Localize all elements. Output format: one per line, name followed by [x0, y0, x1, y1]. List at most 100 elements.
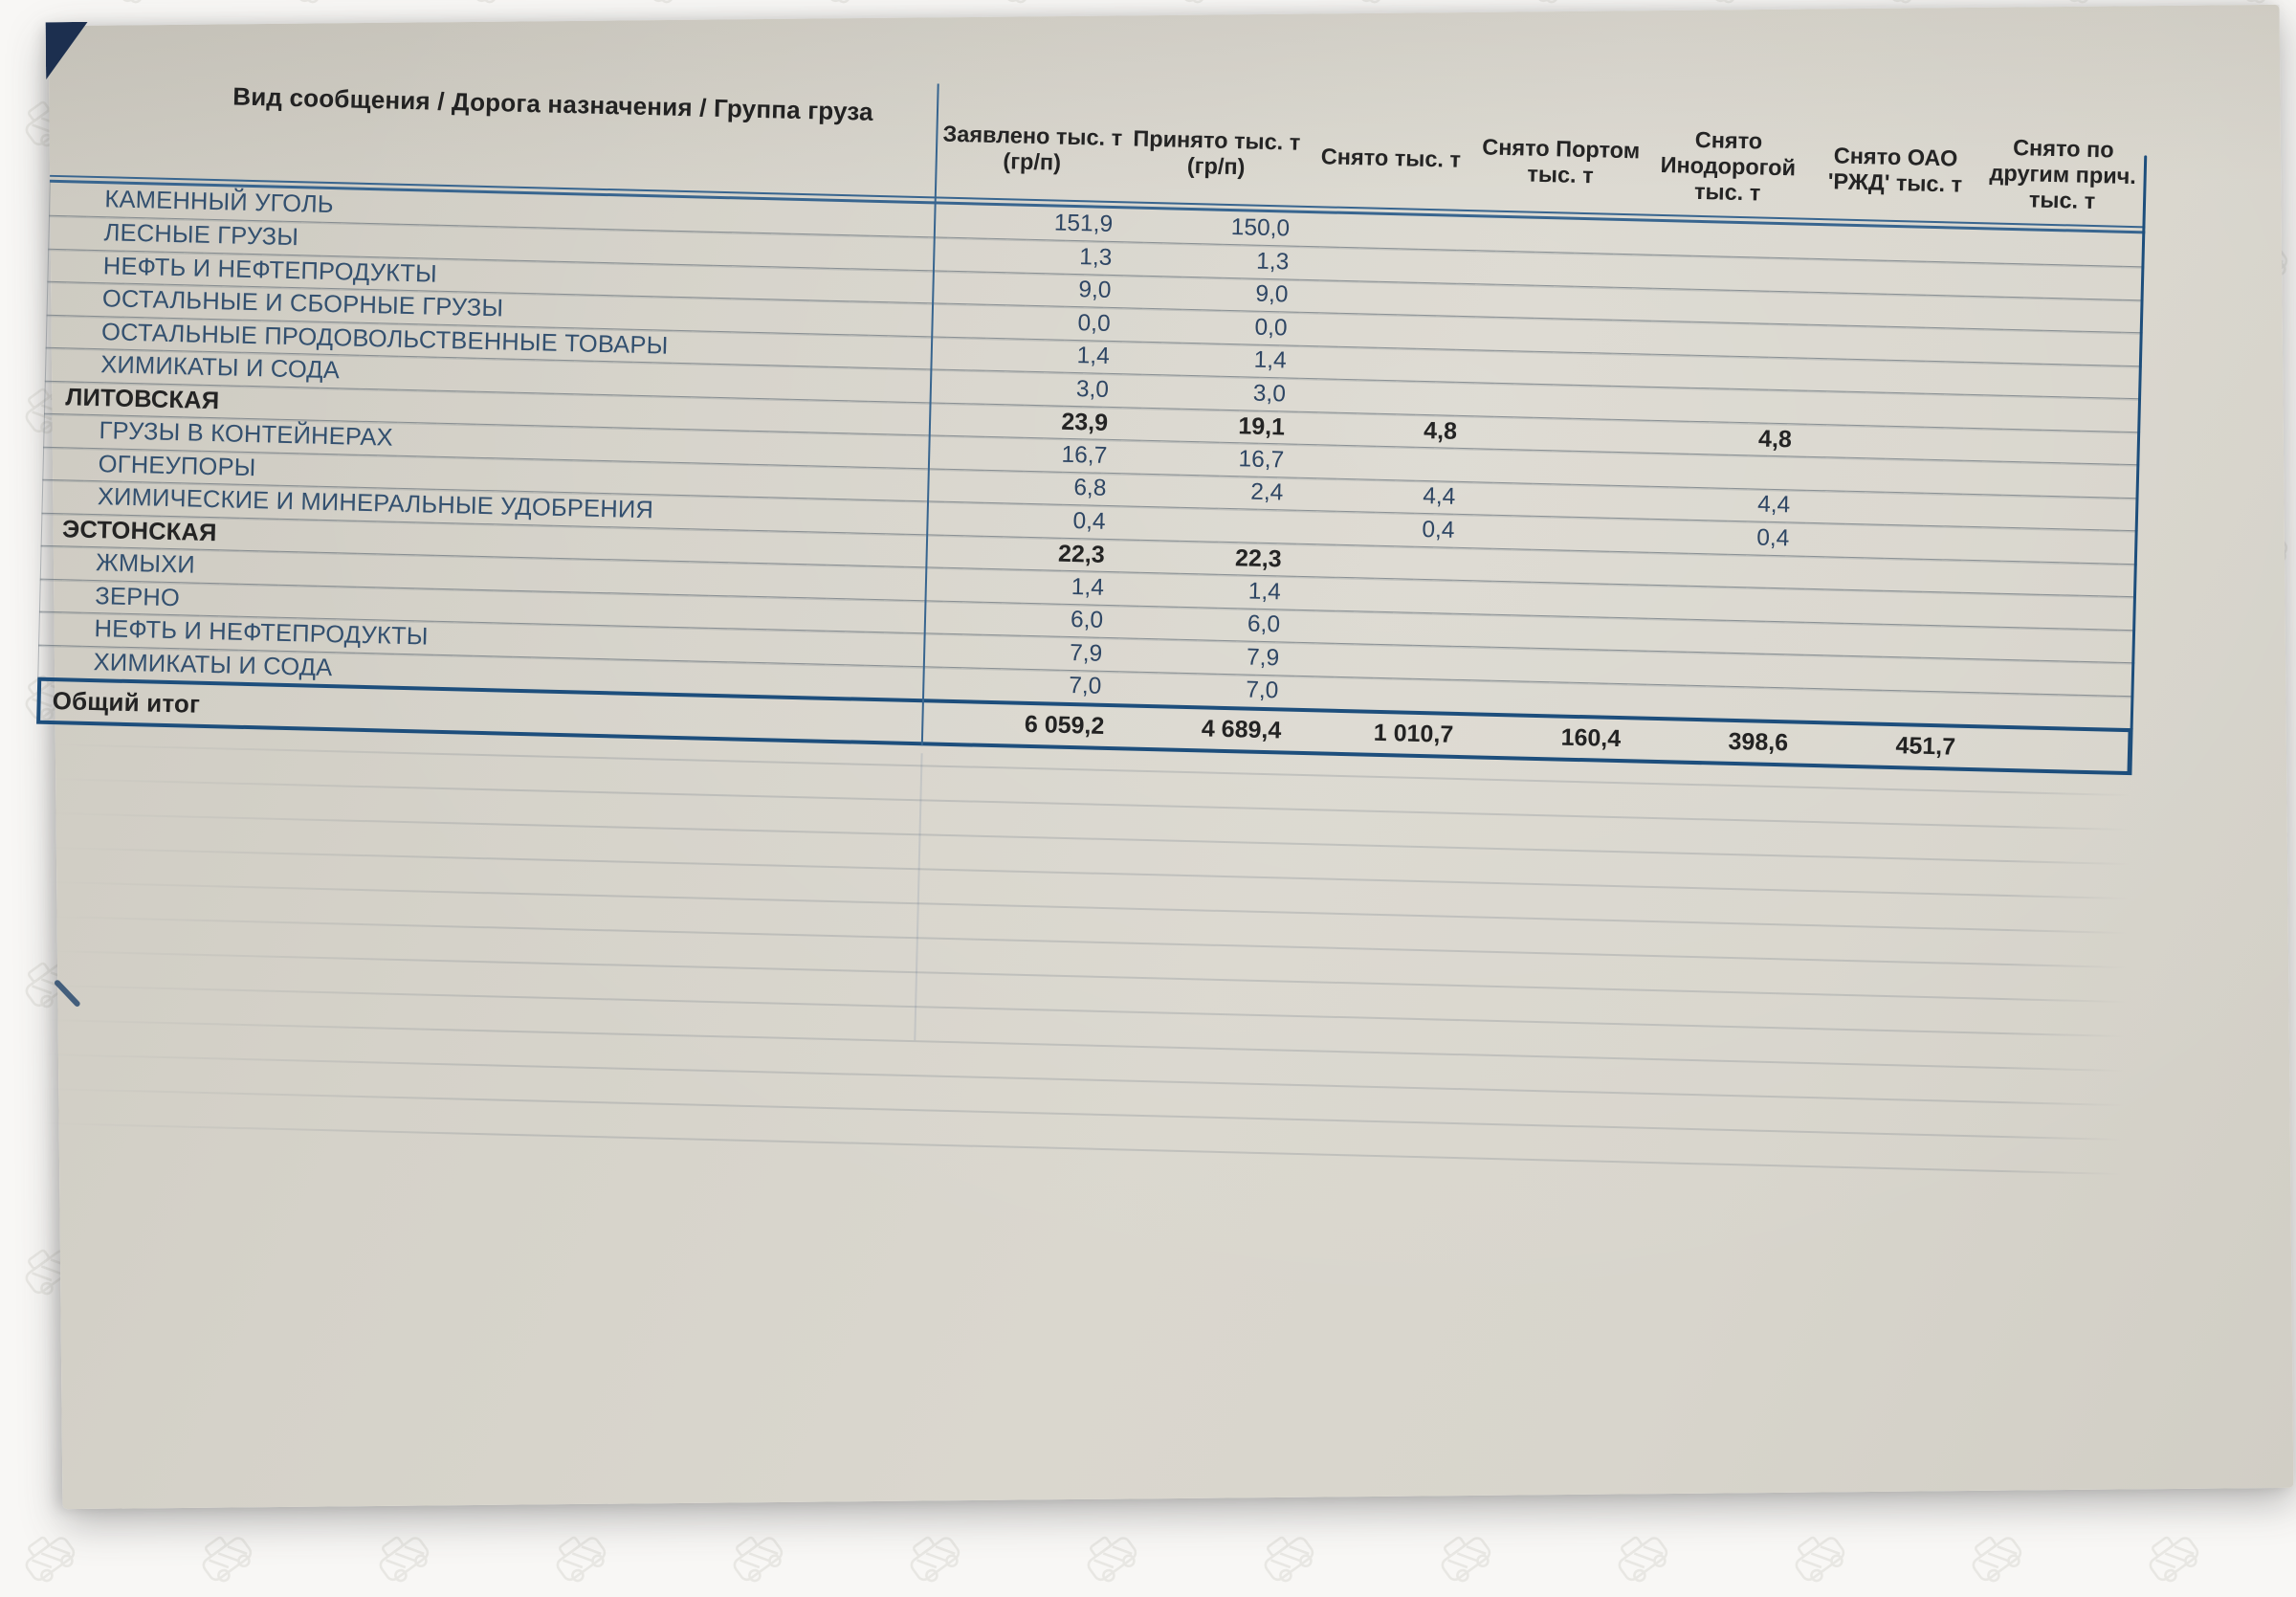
- value-cell: 4,4: [1422, 483, 1456, 511]
- value-cell: 6,0: [1247, 610, 1281, 638]
- value-cell: [1635, 568, 1802, 572]
- bleed-through-row-line: [43, 915, 2128, 968]
- value-cell: [1469, 465, 1637, 469]
- value-cell: [1468, 498, 1636, 501]
- watermark-doodle-icon: [2061, 0, 2111, 4]
- value-cell: 7,9: [1246, 644, 1280, 672]
- value-cell: [1634, 601, 1801, 605]
- total-value-cell: 4 689,4: [1201, 715, 1282, 744]
- value-cell: [1641, 304, 1808, 308]
- value-cell: [1300, 362, 1472, 366]
- value-cell: 150,0: [1230, 213, 1291, 242]
- bleed-through-row-line: [41, 984, 2126, 1037]
- value-cell: 4,8: [1423, 416, 1458, 445]
- watermark-doodle-icon: [999, 0, 1049, 4]
- bleed-through-lines: [37, 743, 2131, 1175]
- value-cell: 151,9: [1053, 210, 1114, 237]
- value-cell: 4,4: [1756, 491, 1791, 519]
- value-cell: [1640, 370, 1807, 374]
- value-cell: 23,9: [1061, 408, 1109, 436]
- watermark-doodle-icon: [1707, 0, 1757, 4]
- value-cell: [1801, 605, 1969, 609]
- value-cell: [1976, 312, 2143, 316]
- value-cell: [1968, 642, 2135, 646]
- value-cell: [1632, 667, 1799, 671]
- watermark-doodle-icon: [0, 1088, 4, 1167]
- value-cell: [1633, 634, 1800, 638]
- column-header-6: Снято ОАО 'РЖД' тыс. т: [1827, 143, 1963, 197]
- value-cell: [1966, 708, 2133, 712]
- row-header-title: Вид сообщения / Дорога назначения / Груп…: [232, 81, 874, 126]
- value-cell: [1974, 411, 2141, 415]
- value-cell: [1976, 279, 2144, 283]
- total-value-cell: 6 059,2: [1024, 710, 1105, 740]
- value-cell: [1470, 432, 1638, 435]
- value-cell: [1805, 440, 1973, 444]
- value-cell: [1292, 692, 1464, 696]
- value-cell: 0,4: [1422, 516, 1455, 543]
- value-cell: [1466, 630, 1633, 633]
- watermark-doodle-icon: [1441, 1536, 1491, 1583]
- value-cell: [1302, 263, 1474, 267]
- value-cell: [1471, 399, 1639, 403]
- watermark-doodle-icon: [0, 514, 4, 593]
- bleed-through-row-line: [45, 811, 2130, 865]
- value-cell: [1640, 337, 1807, 341]
- bleed-through-row-line: [42, 949, 2127, 1003]
- bleed-through-row-line: [38, 1087, 2124, 1141]
- value-cell: [1643, 237, 1810, 241]
- bleed-through-column-line: [914, 753, 923, 1041]
- value-cell: 16,7: [1061, 441, 1108, 469]
- value-cell: [1303, 230, 1475, 233]
- watermark-doodle-icon: [0, 0, 4, 18]
- value-cell: [1969, 576, 2136, 580]
- value-cell: 0,0: [1254, 314, 1288, 342]
- total-value-cell: 1 010,7: [1373, 719, 1454, 748]
- value-cell: 1,4: [1247, 578, 1282, 606]
- value-cell: [1299, 395, 1471, 399]
- value-cell: [1294, 592, 1467, 596]
- value-cell: [1295, 560, 1468, 564]
- value-cell: [1975, 345, 2142, 349]
- printed-content: Вид сообщения / Дорога назначения / Груп…: [35, 62, 2175, 1209]
- watermark-doodle-icon: [291, 0, 342, 4]
- value-cell: 7,9: [1069, 639, 1103, 667]
- value-cell: [1806, 407, 1974, 410]
- watermark-doodle-icon: [0, 801, 4, 880]
- value-cell: [1292, 658, 1465, 662]
- bleed-through-row-line: [39, 1053, 2125, 1106]
- value-cell: [1972, 477, 2139, 481]
- bleed-through-row-line: [37, 1121, 2123, 1175]
- table-body: КАМЕННЫЙ УГОЛЬ 151,9 150,0 ЛЕСНЫЕ ГРУЗЫ 1,3 1…: [37, 183, 2145, 729]
- value-cell: 1,4: [1253, 346, 1288, 374]
- bleed-through-row-line: [46, 777, 2131, 831]
- watermark-doodle-icon: [733, 1536, 784, 1583]
- value-cell: [1473, 333, 1641, 337]
- value-cell: [1807, 374, 1975, 378]
- value-cell: 16,7: [1238, 446, 1285, 474]
- value-cell: 6,0: [1070, 607, 1104, 634]
- value-cell: 0,0: [1077, 309, 1111, 337]
- value-cell: 7,0: [1245, 677, 1279, 704]
- value-cell: 0,4: [1755, 524, 1790, 552]
- column-header-3: Снято тыс. т: [1320, 143, 1462, 172]
- watermark-doodle-icon: [379, 1536, 430, 1583]
- column-header-1: Заявлено тыс. т (гр/п): [942, 121, 1123, 175]
- value-cell: [1967, 676, 2134, 679]
- watermark-doodle-icon: [1972, 1536, 2022, 1583]
- value-cell: [1119, 522, 1296, 527]
- value-cell: [1799, 671, 1967, 675]
- watermark-doodle-icon: [1176, 0, 1226, 4]
- value-cell: [1977, 246, 2145, 250]
- bleed-through-row-line: [40, 1018, 2125, 1072]
- watermark-doodle-icon: [1795, 1536, 1845, 1583]
- watermark-doodle-icon: [1264, 1536, 1314, 1583]
- value-cell: [1472, 366, 1640, 369]
- value-cell: [1800, 638, 1968, 642]
- value-cell: 22,3: [1057, 540, 1106, 568]
- column-header-4: Снято Портом тыс. т: [1481, 134, 1641, 189]
- watermark-doodle-icon: [1353, 0, 1403, 4]
- watermark-doodle-icon: [25, 1536, 76, 1583]
- column-header-7: Снято по другим прич. тыс. т: [1989, 134, 2137, 213]
- watermark-doodle-icon: [202, 1536, 253, 1583]
